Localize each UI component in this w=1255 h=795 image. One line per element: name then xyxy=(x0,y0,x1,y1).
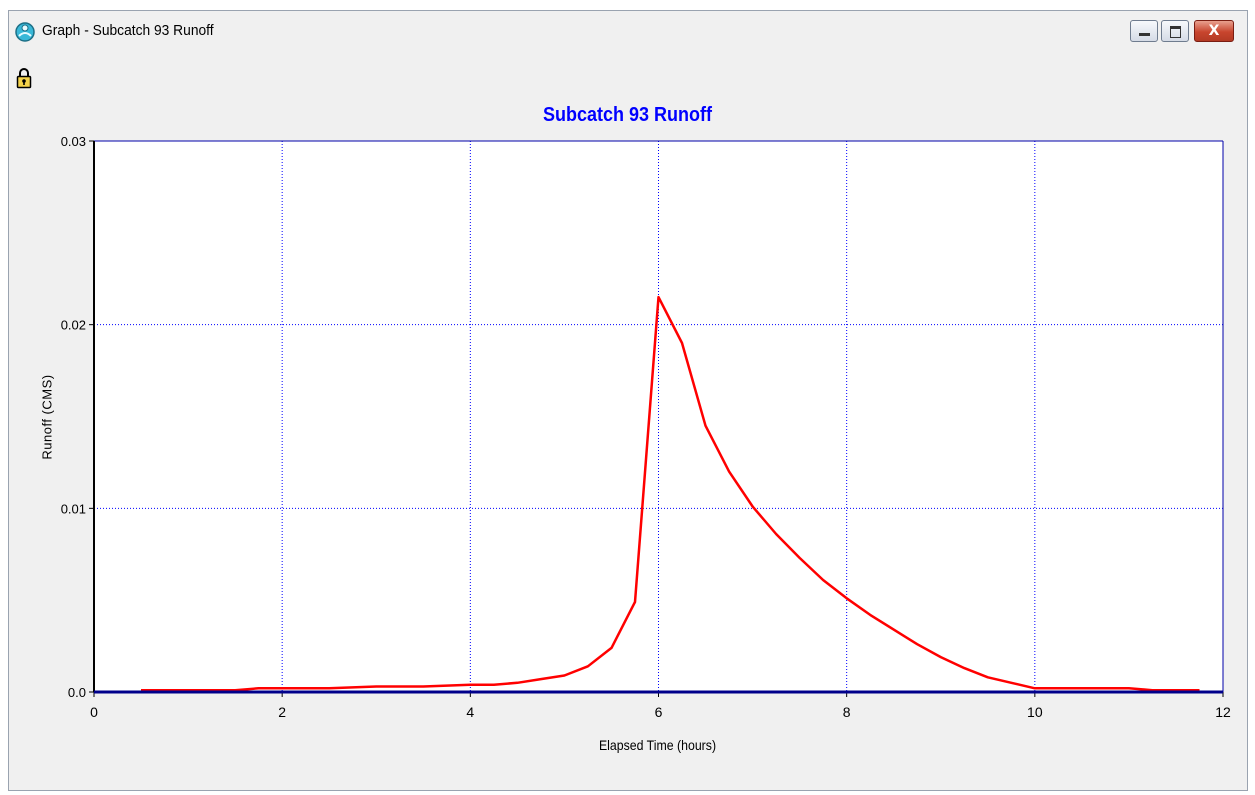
x-tick-label: 2 xyxy=(278,704,286,720)
y-axis-label: Runoff (CMS) xyxy=(39,374,55,460)
minimize-icon xyxy=(1139,33,1150,36)
y-tick-label: 0.02 xyxy=(61,318,86,333)
y-tick-label: 0.03 xyxy=(61,134,86,149)
y-tick-label: 0.01 xyxy=(61,501,86,516)
x-tick-label: 6 xyxy=(655,704,663,720)
title-bar[interactable]: Graph - Subcatch 93 Runoff X xyxy=(9,11,1247,51)
x-tick-label: 0 xyxy=(90,704,98,720)
chart-title: Subcatch 93 Runoff xyxy=(542,104,713,126)
close-button[interactable]: X xyxy=(1194,20,1234,42)
y-tick-label: 0.0 xyxy=(68,685,86,700)
maximize-button[interactable] xyxy=(1161,20,1189,42)
x-tick-label: 8 xyxy=(843,704,851,720)
x-tick-label: 12 xyxy=(1215,704,1231,720)
x-axis-label: Elapsed Time (hours) xyxy=(598,737,717,753)
minimize-button[interactable] xyxy=(1130,20,1158,42)
x-tick-label: 4 xyxy=(466,704,474,720)
maximize-icon xyxy=(1170,26,1181,38)
lock-icon[interactable] xyxy=(16,67,32,89)
window-title: Graph - Subcatch 93 Runoff xyxy=(42,22,214,39)
swmm-app-icon xyxy=(15,22,35,42)
close-icon: X xyxy=(1208,23,1220,39)
runoff-series-line xyxy=(141,295,1200,692)
x-tick-label: 10 xyxy=(1027,704,1043,720)
